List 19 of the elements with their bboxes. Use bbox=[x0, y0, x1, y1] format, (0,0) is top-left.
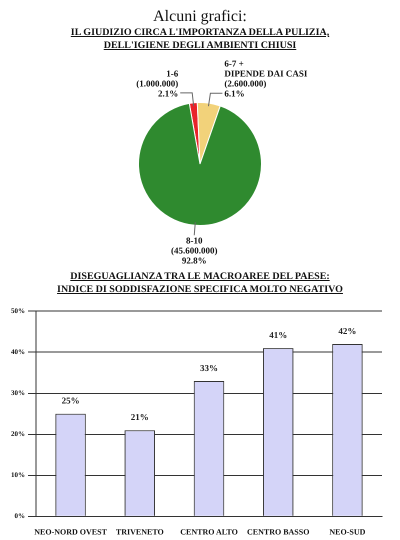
data-label: 41% bbox=[269, 330, 288, 340]
data-label: 42% bbox=[338, 326, 356, 336]
data-label: (1.000.000) 2.1% bbox=[136, 78, 178, 98]
slice-label: 6-7 + DIPENDE DAI CASI bbox=[224, 58, 308, 79]
chart-subtitle: IL GIUDIZIO CIRCA L'IMPORTANZA DELLA PULIZIA, DELL'IGIENE DEGLI AMBIENTI CHIUSI bbox=[70, 26, 330, 52]
data-label: 33% bbox=[200, 362, 218, 373]
chart-title: Alcuni grafici: bbox=[152, 8, 248, 26]
slice-label: 8-10 bbox=[186, 236, 203, 246]
data-label: (2.600.000) 6.1% bbox=[224, 78, 266, 99]
data-label: 21% bbox=[130, 412, 149, 422]
x-tick-label: TRIVENETO bbox=[116, 527, 164, 536]
data-label: (45.600.000) 92.8% bbox=[171, 246, 218, 266]
x-tick-label: NEO-SUD bbox=[329, 527, 366, 536]
x-tick-label: NEO-NORD OVEST bbox=[34, 527, 108, 536]
slice-label: 1-6 bbox=[166, 68, 179, 78]
chart-title: DISEGUAGLIANZA TRA LE MACROAREE DEL PAESE: INDICE DI SODDISFAZIONE SPECIFICA MOLTO NEGATIVO bbox=[56, 270, 344, 297]
data-label: 25% bbox=[62, 396, 80, 406]
x-tick-label: CENTRO BASSO bbox=[246, 527, 310, 536]
x-tick-label: CENTRO ALTO bbox=[180, 527, 238, 536]
